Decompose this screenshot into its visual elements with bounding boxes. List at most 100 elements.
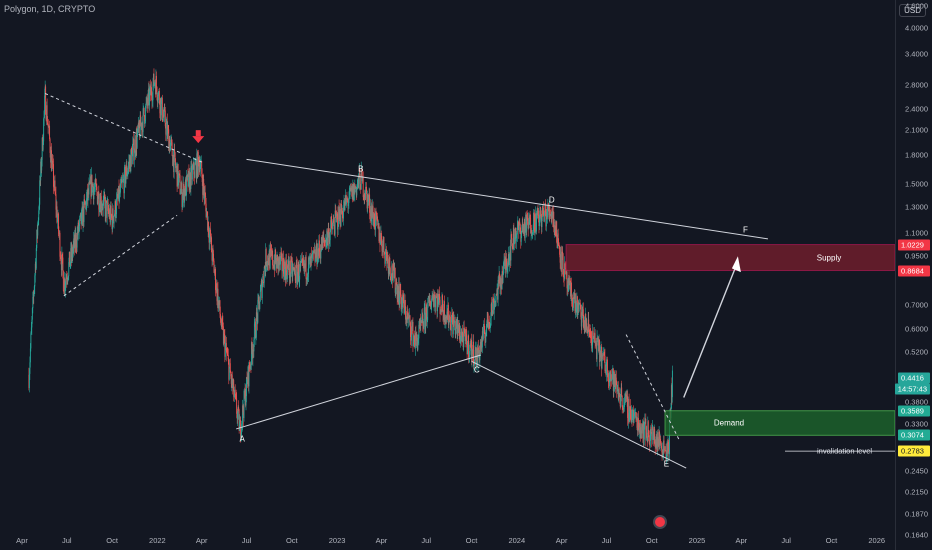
candle-body (363, 193, 365, 198)
candle-body (138, 120, 140, 127)
candle-body (630, 419, 632, 423)
price-tick: 0.5200 (905, 347, 928, 357)
candle-body (56, 206, 58, 223)
candle-body (207, 221, 209, 231)
wave-label-a[interactable]: A (239, 434, 245, 444)
price-tick: 0.2450 (905, 466, 928, 476)
candle-body (448, 315, 450, 322)
candle-body (605, 362, 607, 375)
candle-body (574, 293, 576, 312)
symbol-title[interactable]: Polygon, 1D, CRYPTO (4, 4, 96, 14)
candle-body (130, 149, 132, 153)
candle-body (468, 335, 470, 358)
price-tick: 4.0000 (905, 23, 928, 33)
candle-body (546, 211, 548, 220)
candle-body (239, 421, 241, 431)
candle-body (455, 320, 457, 329)
candle-body (614, 378, 616, 387)
candle-body (145, 102, 147, 106)
candle-body (150, 85, 151, 96)
candle-body (542, 206, 544, 208)
wave-label-c[interactable]: C (474, 365, 480, 375)
trendline-c-e[interactable] (471, 360, 687, 469)
candle-body (571, 297, 573, 302)
candle-body (617, 387, 619, 399)
projection-arrow[interactable] (683, 261, 739, 398)
candle-body (281, 253, 283, 271)
candle-body (130, 149, 132, 172)
dashed-line-top[interactable] (44, 93, 202, 163)
candle-body (643, 421, 645, 440)
candle-body (360, 169, 362, 190)
candle-body (567, 284, 569, 292)
trendline-a-c[interactable] (236, 354, 482, 430)
supply-label[interactable]: Supply (816, 253, 842, 263)
candle-body (256, 314, 258, 323)
candle-body (80, 212, 82, 224)
trendline-b-d-f[interactable] (246, 158, 769, 240)
candle-body (257, 299, 259, 323)
candle-body (176, 165, 178, 168)
candle-body (592, 330, 594, 345)
candle-body (421, 316, 423, 323)
candle-body (576, 296, 578, 307)
candle-body (146, 97, 148, 103)
projection-arrow-head (731, 256, 741, 273)
dashed-line-e[interactable] (625, 334, 680, 440)
candle-body (285, 260, 287, 273)
demand-zone[interactable] (664, 410, 896, 436)
candle-body (444, 317, 446, 323)
demand-label[interactable]: Demand (713, 418, 745, 428)
candle-body (308, 257, 310, 261)
candle-body (197, 152, 199, 177)
candle-body (70, 248, 72, 259)
candle-body (333, 220, 335, 223)
candle-body (94, 179, 96, 187)
candle-body (485, 334, 487, 343)
wave-label-f[interactable]: F (743, 225, 748, 235)
candle-body (261, 281, 263, 299)
candle-body (667, 442, 668, 454)
candle-body (180, 193, 181, 195)
supply-zone[interactable] (565, 244, 896, 272)
invalidation-label[interactable]: invalidation level (817, 446, 873, 456)
wave-label-b[interactable]: B (358, 164, 364, 174)
candle-body (273, 261, 275, 269)
candle-body (631, 409, 633, 420)
candle-body (581, 311, 583, 316)
candle-body (132, 138, 134, 144)
currency-button[interactable]: USD (899, 4, 926, 17)
candle-body (243, 390, 245, 419)
wave-label-d[interactable]: D (548, 195, 555, 205)
candle-body (481, 331, 483, 348)
candle-body (397, 290, 399, 303)
dashed-line-bottom[interactable] (63, 214, 178, 297)
candle-body (527, 218, 529, 225)
tradingview-logo-icon[interactable] (653, 515, 667, 529)
candle-body (251, 342, 253, 350)
candle-body (158, 90, 160, 93)
candle-body (307, 277, 309, 281)
candle-body (447, 304, 449, 325)
candle-body (657, 436, 659, 448)
candle-body (190, 166, 192, 189)
wave-label-e[interactable]: E (663, 459, 670, 469)
candle-body (645, 418, 647, 441)
candle-body (253, 323, 255, 340)
candle-body (131, 152, 133, 165)
candle-body (194, 164, 196, 178)
candle-body (402, 301, 404, 308)
candle-body (656, 437, 658, 448)
candle-body (174, 152, 176, 163)
candle-body (374, 213, 375, 228)
candle-body (48, 126, 50, 128)
candle-body (566, 271, 568, 275)
price-scale[interactable] (895, 0, 932, 550)
candle-body (407, 313, 409, 320)
candle-body (584, 313, 586, 327)
candle-body (426, 307, 428, 321)
candle-body (241, 424, 243, 436)
candle-body (509, 246, 511, 256)
candle-body (139, 126, 141, 138)
